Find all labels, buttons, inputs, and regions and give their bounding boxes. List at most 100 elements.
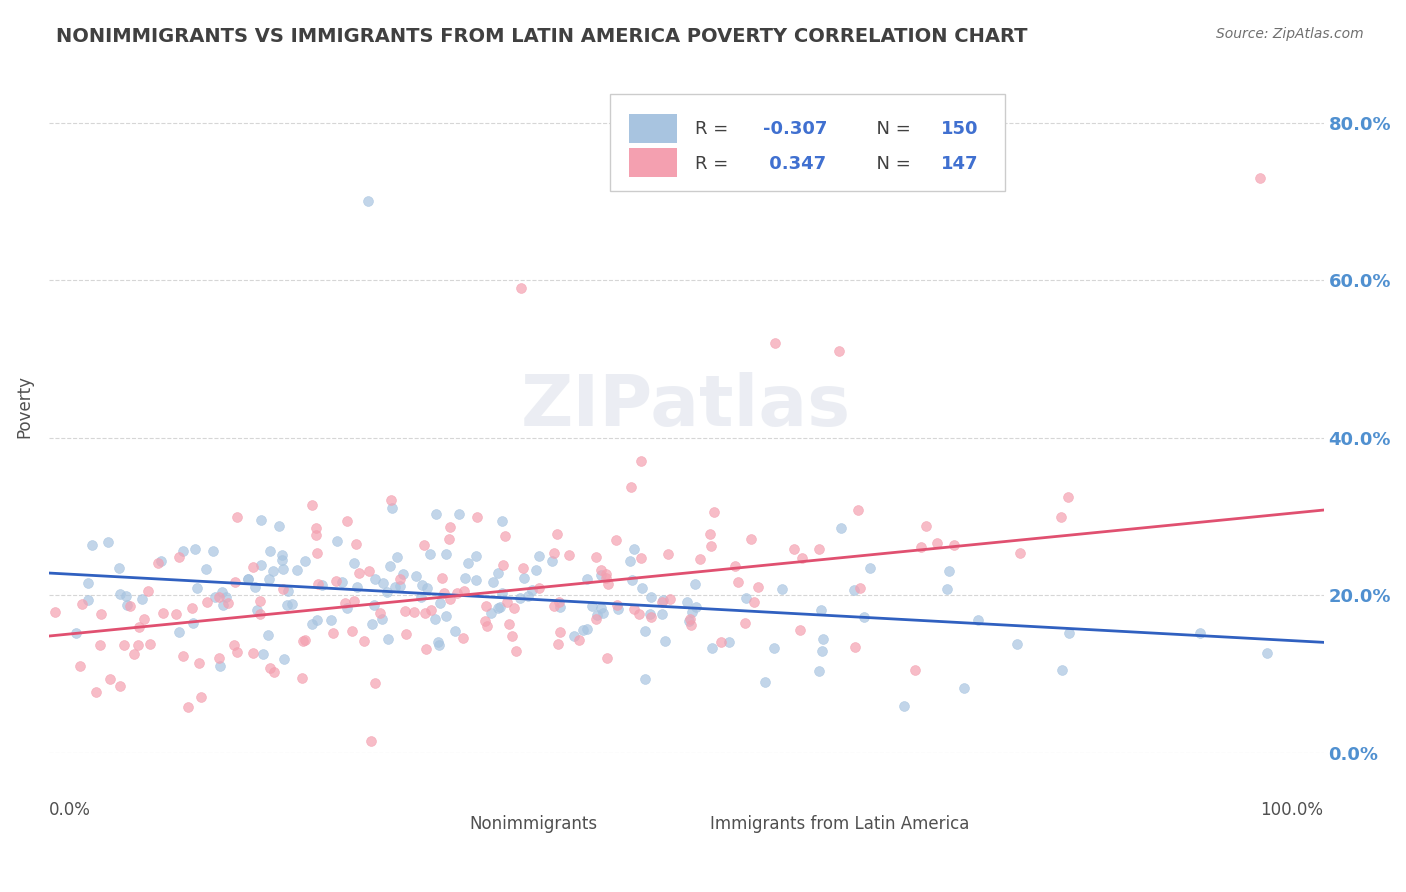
Point (513, 571, 536, 585)
Point (904, 663, 927, 677)
Point (439, 520, 461, 534)
Point (77, 592, 100, 607)
Point (548, 625, 571, 640)
Text: Nonimmigrants: Nonimmigrants (470, 815, 598, 833)
Point (245, 580, 267, 594)
Point (181, 601, 204, 615)
Point (634, 672, 657, 686)
Point (807, 664, 830, 678)
Point (413, 606, 436, 620)
Point (360, 616, 382, 631)
Point (638, 607, 661, 621)
Point (90, 607, 112, 621)
Point (589, 568, 612, 582)
Point (689, 552, 711, 566)
Point (277, 583, 299, 598)
Point (215, 590, 238, 604)
Point (679, 612, 702, 626)
Point (346, 580, 368, 594)
Point (415, 642, 437, 657)
Point (454, 571, 477, 585)
Point (623, 602, 645, 616)
Point (735, 591, 758, 606)
Point (634, 624, 657, 639)
Point (464, 549, 486, 563)
Text: R =: R = (695, 120, 734, 138)
Point (810, 602, 832, 616)
Point (502, 601, 524, 615)
Point (548, 600, 571, 615)
Point (238, 572, 260, 586)
Point (527, 581, 550, 595)
Point (167, 550, 190, 565)
Point (416, 581, 439, 595)
Point (914, 518, 936, 533)
Point (474, 614, 496, 628)
Point (405, 569, 427, 583)
Point (596, 650, 619, 665)
Point (842, 582, 865, 597)
Point (122, 647, 145, 661)
Point (595, 567, 617, 582)
Point (380, 493, 402, 508)
Point (475, 619, 498, 633)
Point (491, 514, 513, 528)
Point (520, 583, 543, 598)
Point (326, 534, 349, 549)
Point (630, 581, 652, 595)
Point (509, 281, 531, 295)
Point (307, 577, 329, 591)
FancyBboxPatch shape (628, 113, 678, 143)
Text: Immigrants from Latin America: Immigrants from Latin America (710, 815, 969, 833)
Point (498, 616, 520, 631)
Point (703, 505, 725, 519)
Point (238, 572, 260, 586)
Point (267, 519, 290, 533)
Point (294, 633, 316, 648)
Point (651, 607, 673, 621)
Point (72, 598, 94, 612)
Point (630, 550, 652, 565)
Point (108, 587, 131, 601)
Point (811, 632, 834, 646)
Point (1052, 663, 1074, 677)
Point (249, 594, 271, 608)
Point (1056, 491, 1078, 505)
Point (967, 613, 990, 627)
Point (371, 612, 394, 626)
Point (481, 574, 503, 589)
Point (465, 510, 488, 524)
Point (433, 586, 456, 600)
Point (262, 564, 284, 578)
Point (411, 578, 433, 592)
Point (149, 553, 172, 567)
Point (620, 573, 643, 587)
Point (167, 624, 190, 639)
Point (830, 521, 852, 535)
Point (242, 646, 264, 660)
Point (1188, 626, 1211, 640)
Point (627, 607, 650, 622)
Point (252, 647, 274, 661)
Point (492, 558, 515, 572)
Point (685, 599, 707, 614)
Point (491, 586, 513, 600)
Point (727, 575, 749, 590)
Point (734, 615, 756, 630)
Point (619, 554, 641, 568)
Point (910, 540, 932, 554)
Point (465, 573, 488, 587)
Point (591, 600, 613, 615)
Point (250, 558, 273, 572)
Point (423, 612, 446, 626)
Point (494, 529, 516, 543)
Point (115, 589, 138, 603)
Point (699, 526, 721, 541)
Point (281, 597, 304, 611)
Point (681, 617, 703, 632)
Point (541, 554, 564, 568)
Point (807, 542, 830, 557)
Point (242, 560, 264, 574)
Point (97, 535, 120, 549)
FancyBboxPatch shape (394, 792, 425, 812)
